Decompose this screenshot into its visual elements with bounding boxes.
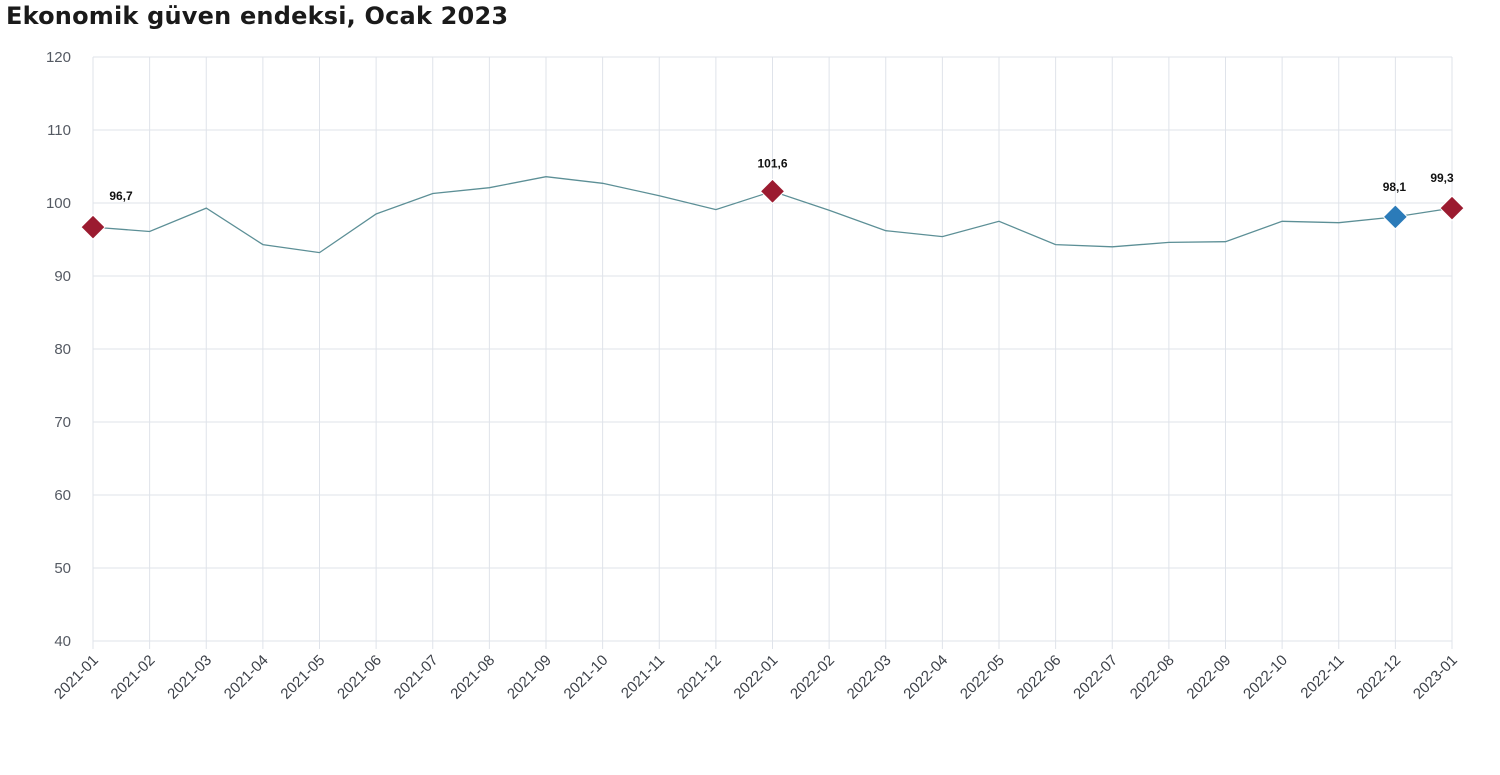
x-tick-label: 2022-11: [1297, 652, 1347, 702]
data-point-marker[interactable]: [1439, 195, 1465, 221]
data-label: 99,3: [1430, 171, 1454, 185]
x-tick-label: 2021-12: [674, 652, 725, 703]
data-point-marker[interactable]: [759, 178, 786, 205]
x-tick-label: 2022-12: [1353, 652, 1404, 703]
x-tick-label: 2022-07: [1070, 652, 1121, 703]
chart-title: Ekonomik güven endeksi, Ocak 2023: [6, 2, 509, 30]
x-tick-label: 2022-02: [787, 652, 838, 703]
y-tick-label: 60: [54, 487, 71, 504]
x-tick-label: 2022-05: [957, 652, 1008, 703]
x-tick-label: 2021-05: [277, 652, 328, 703]
x-tick-label: 2021-10: [560, 652, 611, 703]
x-tick-label: 2021-03: [164, 652, 215, 703]
y-tick-label: 90: [54, 268, 71, 285]
y-tick-label: 40: [54, 633, 71, 650]
x-tick-label: 2021-04: [221, 652, 272, 703]
data-point-marker[interactable]: [80, 214, 106, 240]
highlighted-markers[interactable]: [80, 178, 1465, 240]
x-tick-label: 2022-10: [1240, 652, 1291, 703]
x-axis: 2021-01 2021-02 2021-03 2021-04 2021-05 2021-…: [51, 652, 1461, 703]
x-tick-label: 2021-01: [51, 652, 102, 703]
x-tick-label: 2021-09: [504, 652, 555, 703]
y-tick-label: 80: [54, 341, 71, 358]
y-tick-label: 110: [47, 122, 71, 139]
y-axis: 40 50 60 70 80 90 100 110 120: [46, 49, 71, 650]
grid: [92, 56, 1453, 649]
x-tick-label: 2023-01: [1410, 652, 1461, 703]
x-tick-label: 2022-08: [1127, 652, 1178, 703]
x-tick-label: 2021-08: [447, 652, 498, 703]
x-tick-label: 2021-02: [107, 652, 158, 703]
data-label: 101,6: [757, 156, 787, 170]
y-tick-label: 70: [54, 414, 71, 431]
data-labels: 96,7 101,6 98,1 99,3: [109, 156, 1454, 203]
x-tick-label: 2022-06: [1013, 652, 1064, 703]
y-tick-label: 120: [46, 49, 71, 66]
data-point-marker[interactable]: [1382, 204, 1409, 230]
data-label: 98,1: [1383, 180, 1407, 194]
y-tick-label: 50: [54, 560, 71, 577]
x-tick-label: 2022-03: [844, 652, 895, 703]
y-tick-label: 100: [46, 195, 71, 212]
x-tick-label: 2022-04: [900, 652, 951, 703]
x-tick-label: 2021-07: [391, 652, 442, 703]
x-tick-label: 2021-06: [334, 652, 385, 703]
data-label: 96,7: [109, 189, 133, 203]
x-tick-label: 2022-01: [730, 652, 781, 703]
x-tick-label: 2022-09: [1183, 652, 1234, 703]
x-tick-label: 2021-11: [618, 652, 668, 702]
